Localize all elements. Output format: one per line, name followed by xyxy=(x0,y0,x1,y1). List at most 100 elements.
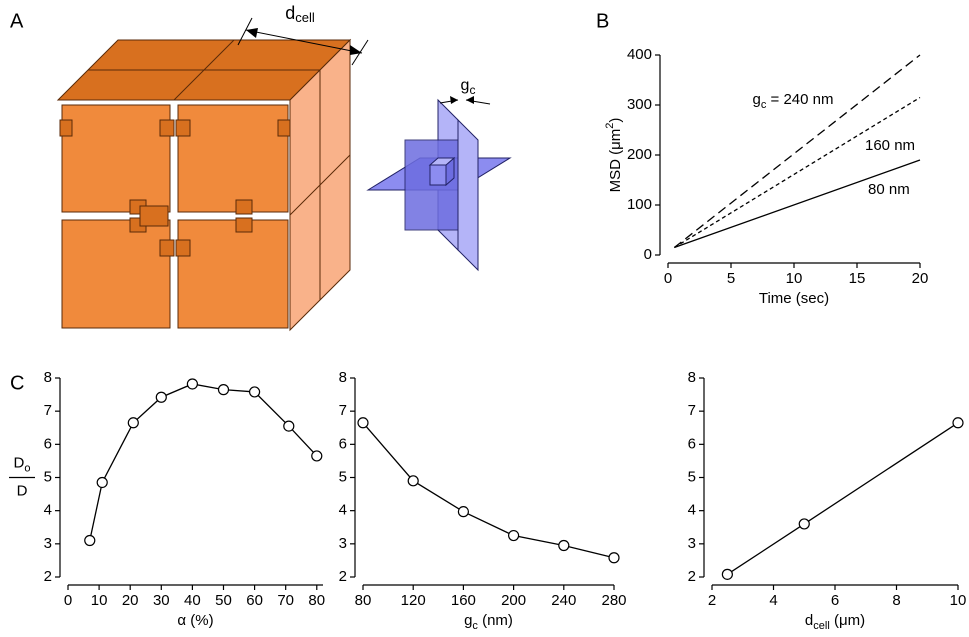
marker xyxy=(558,539,570,552)
label-part: c xyxy=(761,99,767,111)
y-tick-label: 300 xyxy=(627,96,652,113)
y-tick-label: 100 xyxy=(627,196,652,213)
x-tick-label: 15 xyxy=(849,270,866,287)
label-part: (nm) xyxy=(478,612,513,629)
marker xyxy=(127,417,139,429)
x-tick-label: 50 xyxy=(215,592,232,609)
cube-diagram xyxy=(56,38,352,332)
marker xyxy=(407,475,419,487)
label-part: g xyxy=(464,612,472,629)
label-part: D xyxy=(14,454,25,471)
label-part: = xyxy=(766,91,783,108)
x-tick-label: 40 xyxy=(184,592,201,609)
x-tick-label: 10 xyxy=(786,270,803,287)
y-tick-label: 200 xyxy=(627,146,652,163)
y-tick-label: 8 xyxy=(44,369,52,386)
label-part: c xyxy=(472,620,478,632)
y-tick-label: 4 xyxy=(688,502,696,519)
y-tick-label: 5 xyxy=(339,468,347,485)
label-part: Time (sec) xyxy=(759,290,829,307)
panel-label: B xyxy=(596,10,609,32)
series-label: 160 nm xyxy=(865,137,915,154)
marker xyxy=(608,552,620,564)
x-tick-label: 0 xyxy=(64,592,72,609)
y-tick-label: 5 xyxy=(688,468,696,485)
x-tick-label: 8 xyxy=(892,592,900,609)
series-line xyxy=(674,159,921,249)
dimension-arrows: dcell gc xyxy=(237,3,491,105)
marker xyxy=(357,417,369,429)
y-tick-label: 8 xyxy=(339,369,347,386)
y-tick-label: 6 xyxy=(339,435,347,452)
marker xyxy=(507,529,520,542)
axis-label: Time (sec) xyxy=(759,290,829,307)
x-tick-label: 280 xyxy=(601,592,626,609)
axis-label: α (%) xyxy=(177,612,213,629)
label-part: α (%) xyxy=(177,612,213,629)
y-tick-label: 5 xyxy=(44,468,52,485)
y-tick-label: 4 xyxy=(44,502,52,519)
x-tick-label: 70 xyxy=(277,592,294,609)
x-tick-label: 5 xyxy=(727,270,735,287)
x-tick-label: 240 xyxy=(551,592,576,609)
label-part: ) xyxy=(607,118,624,123)
y-tick-label: 2 xyxy=(339,568,347,585)
y-tick-label: 2 xyxy=(688,568,696,585)
x-tick-label: 2 xyxy=(708,592,716,609)
y-tick-label: 3 xyxy=(688,535,696,552)
y-tick-label: 2 xyxy=(44,568,52,585)
cell-label: dcell xyxy=(285,3,315,26)
x-tick-label: 0 xyxy=(664,270,672,287)
label-part: o xyxy=(24,462,30,474)
gap-label: gc xyxy=(461,77,476,97)
series-line xyxy=(673,96,921,249)
y-tick-label: 6 xyxy=(688,435,696,452)
marker xyxy=(96,476,108,489)
panel-label: C xyxy=(10,372,24,394)
series-line xyxy=(673,54,921,249)
marker xyxy=(217,384,230,396)
gap-diagram xyxy=(366,98,512,272)
x-tick-label: 10 xyxy=(950,592,967,609)
panel-label: A xyxy=(10,10,24,32)
y-tick-label: 7 xyxy=(44,402,52,419)
y-tick-label: 0 xyxy=(644,246,652,263)
label-part: cell xyxy=(813,620,830,632)
series-line xyxy=(89,383,318,541)
series-label: 80 nm xyxy=(868,181,910,198)
label-part: 80 nm xyxy=(868,181,910,198)
x-tick-label: 10 xyxy=(91,592,108,609)
marker xyxy=(248,386,261,398)
y-label-numerator: Do xyxy=(14,454,31,474)
x-tick-label: 20 xyxy=(122,592,139,609)
x-tick-label: 160 xyxy=(451,592,476,609)
label-part: (μm) xyxy=(830,612,865,629)
y-tick-label: 4 xyxy=(339,502,347,519)
axis-label: gc (nm) xyxy=(464,612,513,632)
label-part: MSD (μm xyxy=(607,129,624,193)
marker xyxy=(721,568,733,580)
label-part: 160 nm xyxy=(865,137,915,154)
x-tick-label: 80 xyxy=(308,592,325,609)
y-tick-label: 8 xyxy=(688,369,696,386)
axis-label: MSD (μm2) xyxy=(604,118,624,193)
y-tick-label: 3 xyxy=(44,535,52,552)
marker xyxy=(155,391,167,403)
series-line xyxy=(727,422,959,575)
x-tick-label: 200 xyxy=(501,592,526,609)
x-tick-label: 60 xyxy=(246,592,263,609)
marker xyxy=(457,506,469,518)
y-tick-label: 7 xyxy=(339,402,347,419)
x-tick-label: 4 xyxy=(769,592,777,609)
axis-label: dcell (μm) xyxy=(805,612,865,632)
y-label-denominator: D xyxy=(17,482,28,499)
marker xyxy=(84,534,96,547)
marker xyxy=(798,518,810,530)
label-part: d xyxy=(805,612,813,629)
marker xyxy=(283,420,295,432)
x-tick-label: 80 xyxy=(355,592,372,609)
y-tick-label: 7 xyxy=(688,402,696,419)
series-label: gc = 240 nm xyxy=(753,91,834,111)
x-tick-label: 20 xyxy=(912,270,929,287)
